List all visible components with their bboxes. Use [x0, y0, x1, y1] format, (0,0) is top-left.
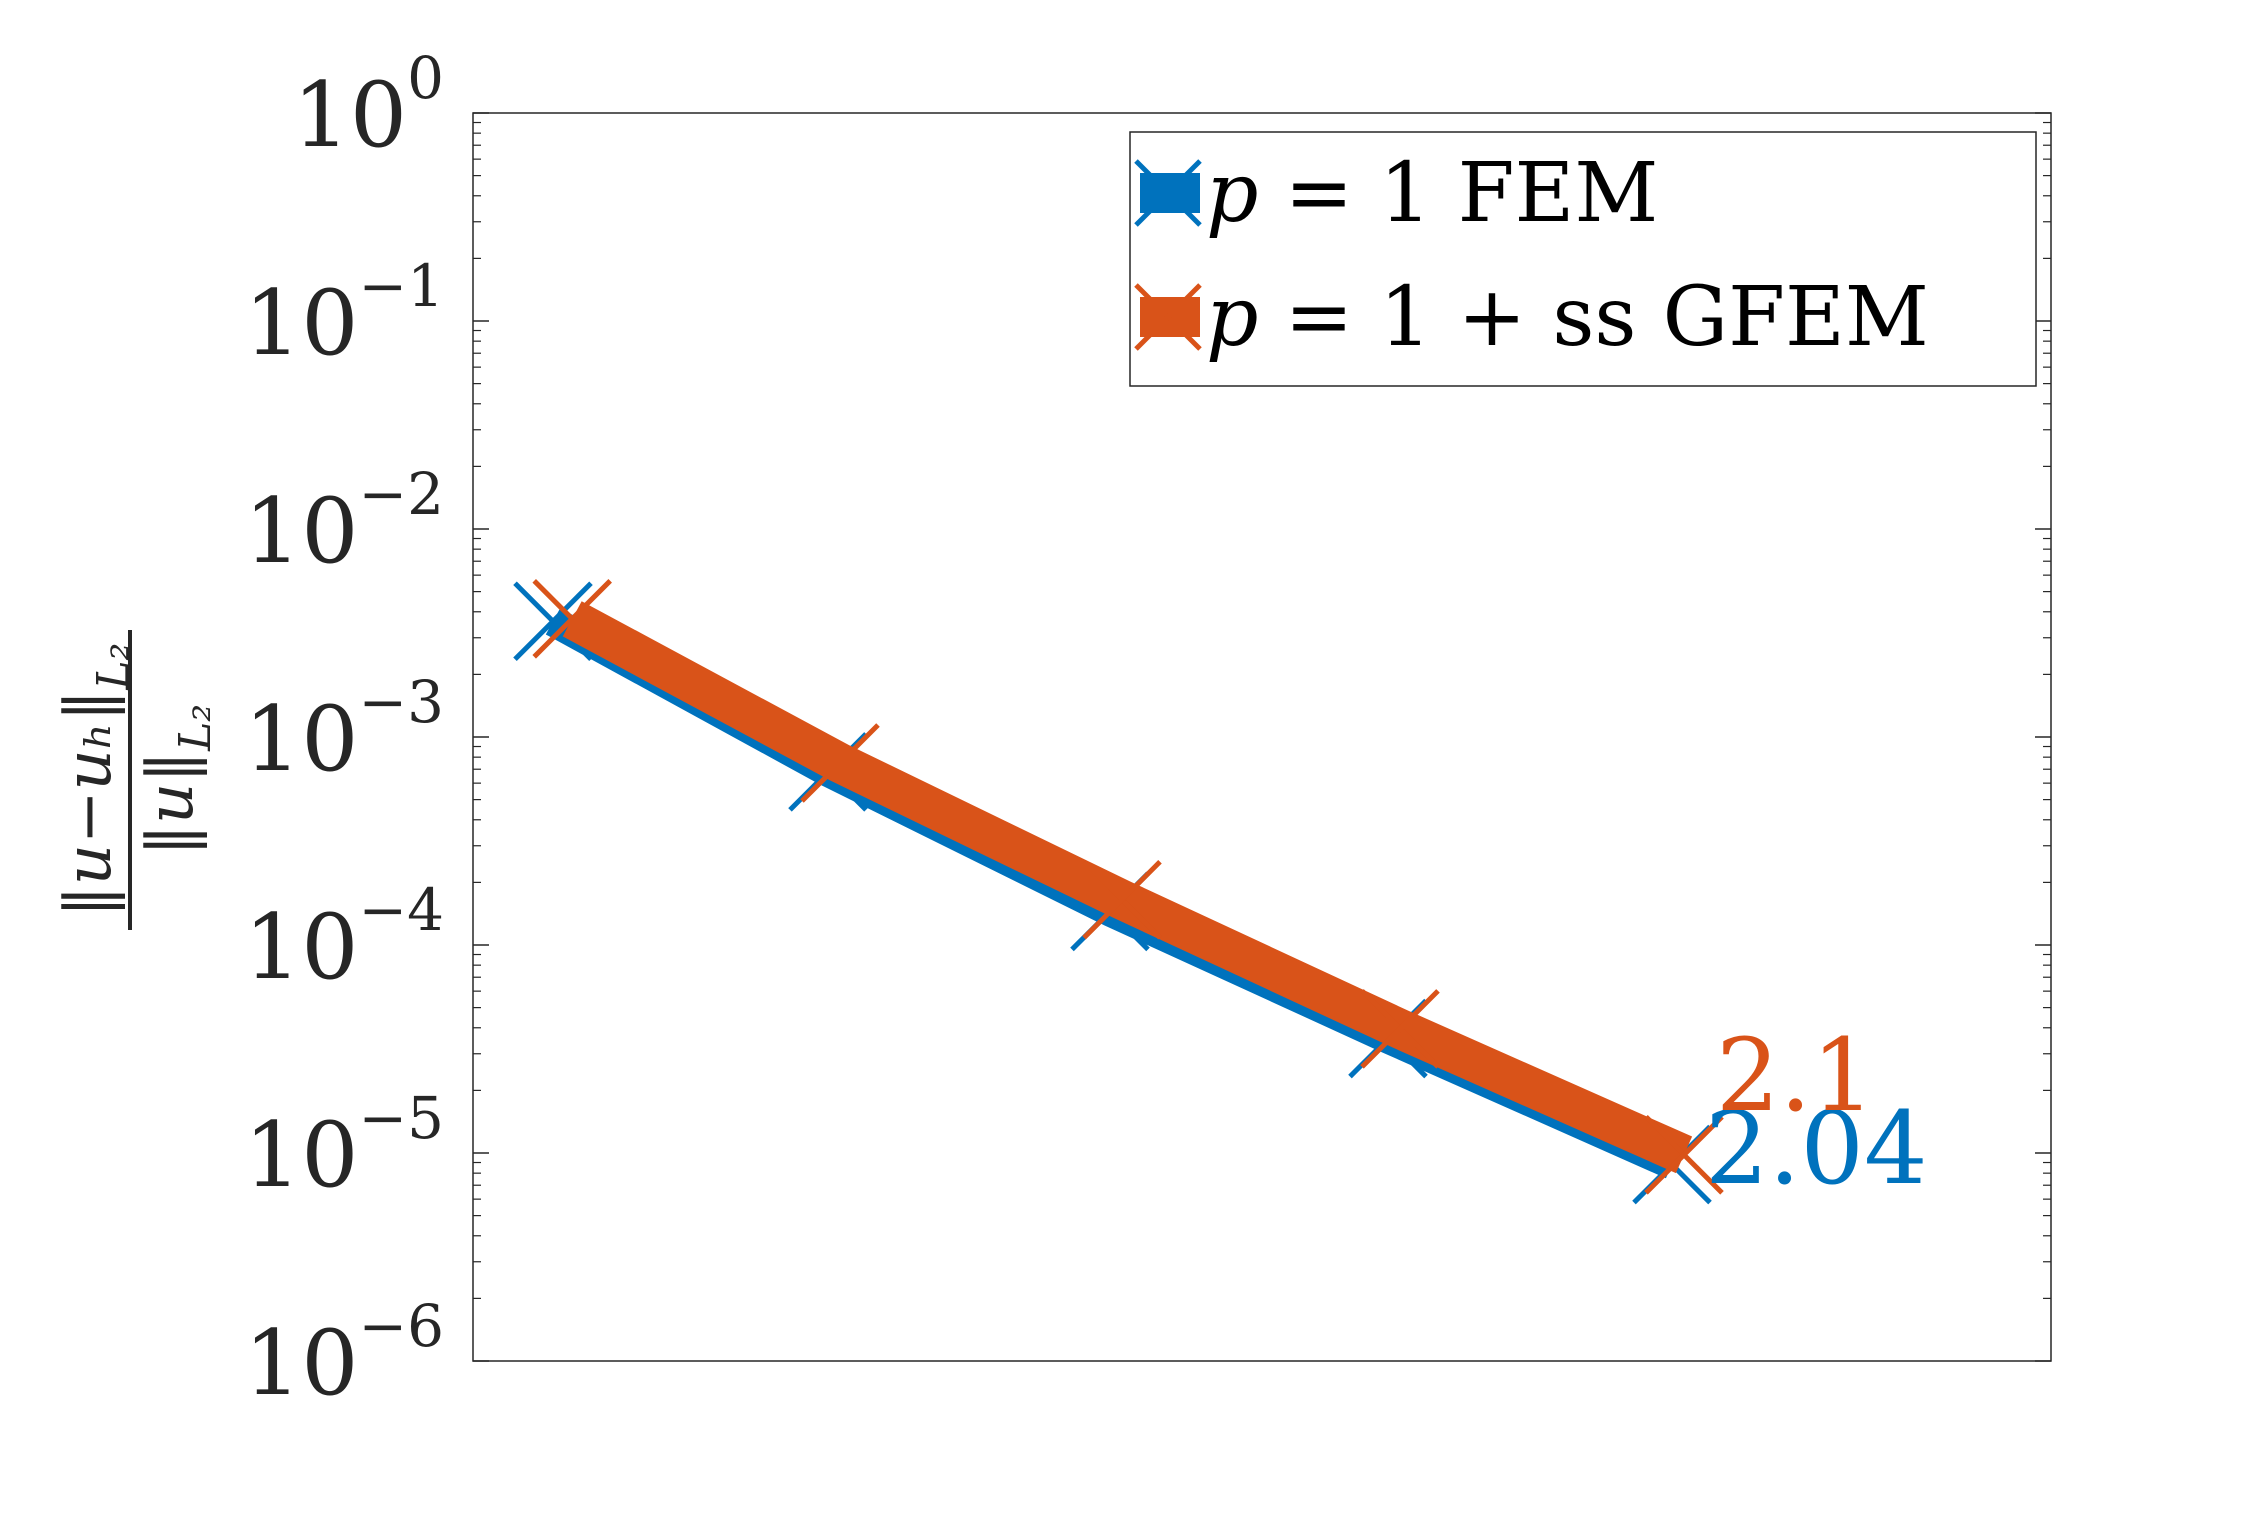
- series-2-marker: [1082, 859, 1162, 940]
- slope-label-2: 2.1: [1716, 1017, 1875, 1134]
- series-2-marker: [800, 723, 880, 803]
- y-label-denominator-sub: L₂: [170, 704, 221, 752]
- y-tick-mantissa: 10: [244, 1311, 359, 1416]
- series-layer: [513, 579, 1724, 1205]
- y-axis-label: ‖u−uₕ‖L₂‖u‖L₂: [52, 630, 221, 930]
- y-tick-mantissa: 10: [293, 63, 408, 168]
- legend-item-1: p = 1 FEM: [1134, 146, 1658, 241]
- legend-label-variable: p: [1206, 270, 1259, 365]
- y-tick-mantissa: 10: [244, 479, 359, 584]
- y-label-denominator: ‖u‖L₂: [134, 704, 221, 856]
- y-tick-mantissa: 10: [244, 687, 359, 792]
- y-tick-label: 10−5: [244, 1084, 444, 1208]
- marker-stroke-b: [1360, 989, 1440, 1069]
- slope-label-1: 2.04: [1705, 1090, 1928, 1207]
- legend-marker-b: [1134, 159, 1202, 227]
- y-tick-exponent: −1: [359, 252, 445, 320]
- series-2-marker: [1644, 1115, 1724, 1195]
- y-tick-exponent: −5: [359, 1084, 445, 1152]
- y-label-denominator-text: ‖u‖: [134, 751, 208, 856]
- y-tick-label: 10−2: [244, 460, 444, 584]
- legend-marker-b: [1134, 283, 1202, 351]
- y-label-numerator-text: ‖u−uₕ‖: [52, 690, 126, 918]
- y-tick-exponent: −6: [359, 1292, 445, 1360]
- y-tick-exponent: 0: [407, 44, 444, 112]
- y-tick-label: 100: [293, 44, 444, 168]
- y-tick-mantissa: 10: [244, 271, 359, 376]
- marker-stroke-b: [1644, 1115, 1724, 1195]
- legend-label: p = 1 + ss GFEM: [1206, 270, 1929, 365]
- legend-item-2: p = 1 + ss GFEM: [1134, 270, 1929, 365]
- y-tick-mantissa: 10: [244, 1103, 359, 1208]
- series-2-marker: [532, 579, 612, 659]
- slope-labels: 2.042.1: [1705, 1017, 1928, 1207]
- marker-stroke-b: [1082, 859, 1162, 940]
- series-1-marker: [513, 581, 593, 662]
- tick-marks: [473, 112, 2051, 1362]
- y-tick-label: 10−1: [244, 252, 444, 376]
- legend-label-variable: p: [1206, 146, 1259, 241]
- marker-stroke-b: [532, 579, 612, 659]
- y-tick-mantissa: 10: [244, 895, 359, 1000]
- legend-box: [1129, 131, 2037, 387]
- y-tick-exponent: −3: [359, 668, 445, 736]
- plot-area-frame: [472, 112, 2052, 1362]
- y-tick-exponent: −4: [359, 876, 445, 944]
- series-2-marker: [1360, 989, 1440, 1069]
- marker-stroke-b: [800, 723, 880, 803]
- legend-label-rest: = 1 FEM: [1259, 146, 1659, 241]
- legend-label: p = 1 FEM: [1206, 146, 1658, 241]
- legend-label-rest: = 1 + ss GFEM: [1259, 270, 1929, 365]
- y-tick-label: 10−4: [244, 876, 444, 1000]
- y-tick-exponent: −2: [359, 460, 445, 528]
- y-axis-label-rotated: ‖u−uₕ‖L₂‖u‖L₂: [52, 630, 221, 930]
- y-tick-label: 10−3: [244, 668, 444, 792]
- y-tick-label: 10−6: [244, 1292, 444, 1416]
- y-label-numerator: ‖u−uₕ‖L₂: [52, 643, 139, 918]
- marker-stroke-b: [513, 581, 593, 662]
